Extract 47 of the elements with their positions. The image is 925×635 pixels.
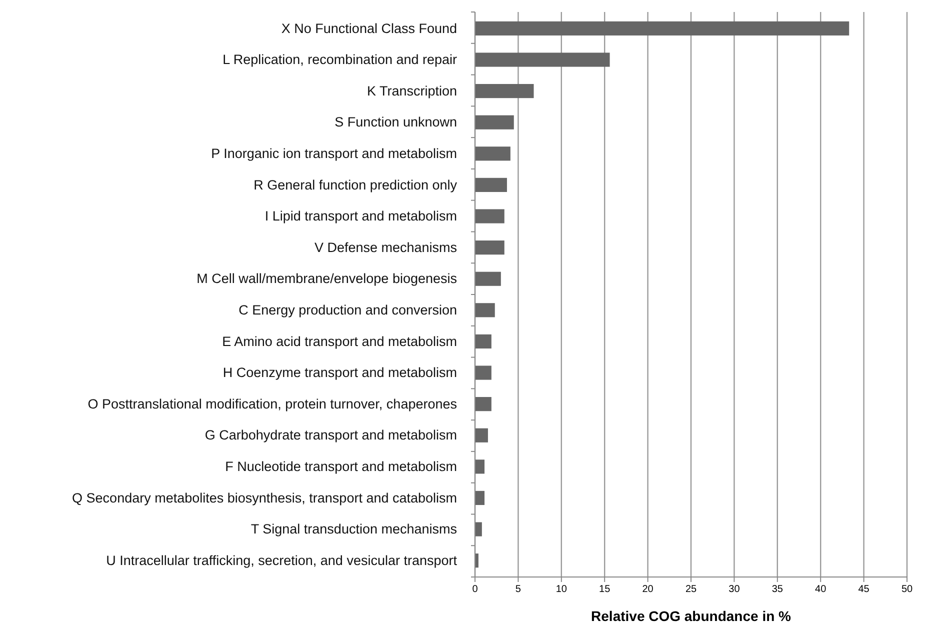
bar <box>475 146 510 161</box>
x-tick-label: 50 <box>901 584 913 596</box>
bar <box>475 397 492 412</box>
y-tick-label: L Replication, recombination and repair <box>222 52 458 68</box>
y-tick-label: T Signal transduction mechanisms <box>250 522 458 537</box>
x-tick-label: 35 <box>772 584 784 596</box>
y-tick-label: I Lipid transport and metabolism <box>264 208 457 224</box>
x-tick-label: 0 <box>472 584 478 596</box>
y-tick-label: P Inorganic ion transport and metabolism <box>211 146 457 161</box>
bar <box>475 428 488 442</box>
y-tick-label: O Posttranslational modification, protein turnover, chaperones <box>88 396 458 412</box>
bar <box>475 84 534 98</box>
bar <box>475 240 504 255</box>
y-tick-label: H Coenzyme transport and metabolism <box>222 365 457 380</box>
bar <box>475 366 492 380</box>
bar <box>475 52 610 67</box>
bar <box>475 272 501 286</box>
x-axis-title: Relative COG abundance in % <box>591 608 792 624</box>
y-tick-label: V Defense mechanisms <box>314 240 458 255</box>
x-tick-label: 25 <box>685 584 697 596</box>
bar <box>475 21 850 36</box>
y-tick-label: C Energy production and conversion <box>238 302 457 318</box>
x-tick-label: 40 <box>815 584 827 596</box>
y-tick-label: R General function prediction only <box>254 177 458 192</box>
bar <box>475 490 485 506</box>
x-tick-label: 5 <box>515 584 522 596</box>
bar <box>475 209 504 224</box>
y-tick-label: K Transcription <box>366 83 457 98</box>
y-tick-label: G Carbohydrate transport and metabolism <box>204 428 457 443</box>
y-tick-label: U Intracellular trafficking, secretion, and vesicular transport <box>106 552 458 568</box>
y-tick-label: F Nucleotide transport and metabolism <box>225 458 457 474</box>
bar <box>475 178 507 192</box>
y-tick-label: M Cell wall/membrane/envelope biogenesis <box>196 271 458 286</box>
bar <box>475 115 514 130</box>
bar <box>475 460 485 474</box>
y-tick-label: X No Functional Class Found <box>281 20 457 36</box>
x-tick-label: 10 <box>556 584 568 596</box>
x-tick-label: 20 <box>642 584 654 596</box>
y-tick-label: S Function unknown <box>334 114 457 130</box>
y-tick-label: Q Secondary metabolites biosynthesis, transport and catabolism <box>72 490 457 506</box>
bar <box>475 334 492 348</box>
y-tick-label: E Amino acid transport and metabolism <box>222 334 457 349</box>
x-tick-label: 30 <box>728 584 740 596</box>
bar <box>475 522 482 536</box>
bar <box>475 303 495 318</box>
x-tick-label: 15 <box>599 584 611 596</box>
x-tick-label: 45 <box>858 584 870 596</box>
